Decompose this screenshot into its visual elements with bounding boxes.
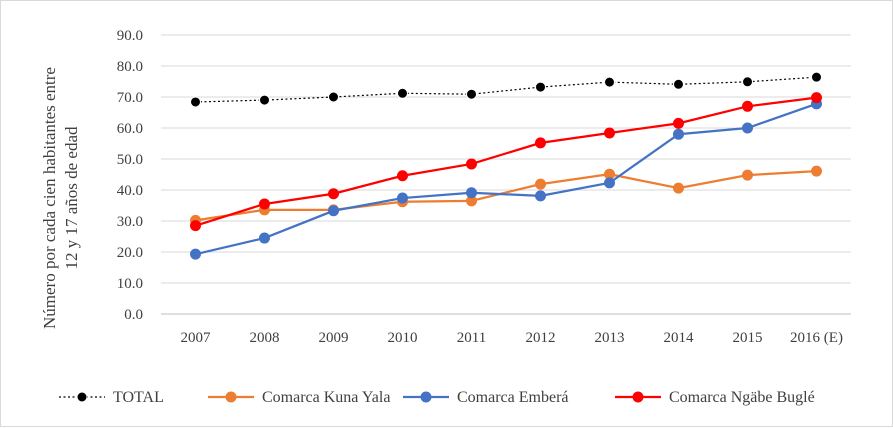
data-point <box>190 96 201 108</box>
data-point <box>466 88 477 100</box>
data-point <box>466 158 477 170</box>
data-point <box>397 170 408 182</box>
data-point <box>259 232 270 244</box>
data-point <box>742 122 753 134</box>
data-point <box>328 91 339 103</box>
series-line <box>195 96 817 227</box>
data-point <box>673 182 684 194</box>
data-point <box>535 81 546 93</box>
data-point <box>259 94 270 106</box>
data-point <box>811 71 822 83</box>
data-point <box>742 100 753 112</box>
data-point <box>397 192 408 204</box>
data-point <box>535 190 546 202</box>
data-point <box>604 76 615 88</box>
y-tick-label: 60.0 <box>117 121 143 137</box>
data-point <box>673 128 684 140</box>
data-point <box>604 177 615 189</box>
series-line <box>195 102 817 256</box>
data-point <box>535 178 546 190</box>
legend: TOTAL Comarca Kuna Yala Comarca Emberá Coma… <box>59 389 815 406</box>
x-axis-ticks: 2007 2008 2009 2010 2011 2012 2013 2014 2015 2016… <box>181 330 843 346</box>
x-tick-label: 2015 <box>733 330 763 346</box>
series-line <box>195 169 817 222</box>
y-axis-title-line-1: Número por cada cien habitantes entre <box>40 67 59 329</box>
data-point <box>397 87 408 99</box>
data-point <box>190 248 201 260</box>
legend-label: Comarca Emberá <box>457 389 569 406</box>
x-tick-label: 2016 (E) <box>790 330 843 346</box>
data-point <box>604 127 615 139</box>
y-tick-label: 20.0 <box>117 245 143 261</box>
legend-marker <box>225 391 237 403</box>
y-tick-label: 90.0 <box>117 28 143 44</box>
gridlines <box>161 34 851 315</box>
y-tick-label: 10.0 <box>117 276 143 292</box>
y-tick-label: 50.0 <box>117 152 143 168</box>
data-point <box>673 78 684 90</box>
legend-label: Comarca Ngäbe Buglé <box>669 389 815 406</box>
data-point <box>811 165 822 177</box>
data-point <box>811 92 822 104</box>
data-point <box>466 187 477 199</box>
data-point <box>259 198 270 210</box>
y-tick-label: 40.0 <box>117 183 143 199</box>
y-tick-label: 80.0 <box>117 59 143 75</box>
legend-label: Comarca Kuna Yala <box>262 389 390 406</box>
data-point <box>328 188 339 200</box>
y-axis-title-line-2: 12 y 17 años de edad <box>62 126 81 270</box>
legend-marker <box>76 391 88 403</box>
y-tick-label: 0.0 <box>124 307 143 323</box>
x-tick-label: 2007 <box>181 330 212 346</box>
y-axis-ticks: 0.0 10.0 20.0 30.0 40.0 50.0 60.0 70.0 80.0 90.0 <box>117 28 143 323</box>
x-tick-label: 2013 <box>595 330 625 346</box>
data-point <box>742 76 753 88</box>
legend-label: TOTAL <box>113 389 164 406</box>
x-tick-label: 2014 <box>664 330 695 346</box>
series-layer <box>190 71 822 260</box>
data-point <box>673 117 684 129</box>
x-tick-label: 2008 <box>250 330 280 346</box>
series-line <box>195 76 817 103</box>
x-tick-label: 2010 <box>388 330 418 346</box>
x-tick-label: 2011 <box>457 330 486 346</box>
data-point <box>742 169 753 181</box>
data-point <box>535 137 546 149</box>
x-tick-label: 2012 <box>526 330 556 346</box>
data-point <box>328 205 339 217</box>
x-tick-label: 2009 <box>319 330 349 346</box>
data-point <box>190 220 201 232</box>
legend-marker <box>420 391 432 403</box>
y-tick-label: 70.0 <box>117 90 143 106</box>
y-tick-label: 30.0 <box>117 214 143 230</box>
legend-marker <box>632 391 644 403</box>
